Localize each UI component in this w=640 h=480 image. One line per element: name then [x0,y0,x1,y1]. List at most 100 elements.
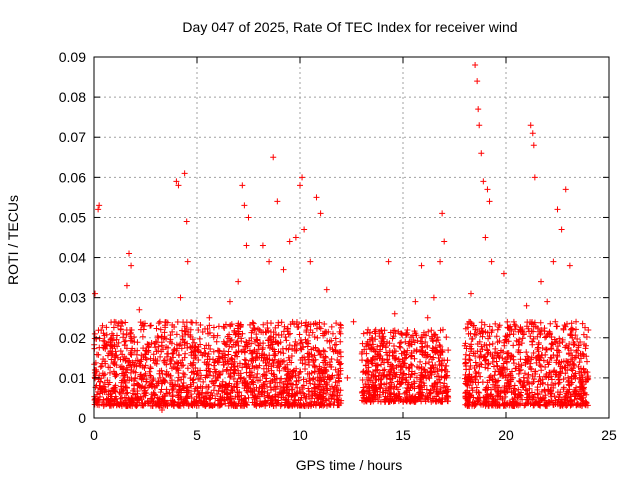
data-point [167,332,174,339]
data-point [213,368,220,375]
data-point [270,154,277,161]
data-point [260,365,267,372]
data-point [306,377,313,384]
data-point [110,332,117,339]
data-point [267,320,274,327]
data-point [286,357,293,364]
data-point [222,381,229,388]
data-point [201,345,208,352]
data-point [228,344,235,351]
data-point [215,359,222,366]
data-point [321,357,328,364]
data-point [254,370,261,377]
data-point [103,324,110,331]
data-point [530,142,537,149]
data-point [114,354,121,361]
data-point [439,210,446,217]
data-point [374,343,381,350]
data-point [275,319,282,326]
data-point [190,359,197,366]
data-point [235,400,242,407]
data-point [91,330,98,337]
data-point [260,357,267,364]
data-point [327,391,334,398]
data-point [221,324,228,331]
data-point [245,394,252,401]
data-point [136,360,143,367]
data-point [275,399,282,406]
data-point [510,342,517,349]
data-point [529,130,536,137]
data-point [138,352,145,359]
data-point [262,372,269,379]
data-point [303,319,310,326]
data-point [101,384,108,391]
data-point [568,366,575,373]
data-point [121,401,128,408]
data-point [195,402,202,409]
data-point [235,328,242,335]
data-point [210,387,217,394]
data-point [266,258,273,265]
data-point [124,385,131,392]
data-point [280,328,287,335]
data-point [434,368,441,375]
data-point [389,374,396,381]
data-point [117,390,124,397]
data-point [296,331,303,338]
data-point [118,363,125,370]
data-point [199,385,206,392]
data-point [197,322,204,329]
data-point [234,353,241,360]
y-tick-label: 0.04 [59,250,86,266]
data-point [266,352,273,359]
data-point [278,319,285,326]
data-point [297,182,303,189]
data-point [277,375,284,382]
data-point [544,298,551,305]
data-point [333,393,340,400]
data-point [435,355,442,362]
data-point [106,379,113,386]
data-point [493,333,500,340]
data-point [273,338,280,345]
data-point [227,373,234,380]
data-point [244,343,251,350]
data-point [312,356,319,363]
data-point [308,351,315,358]
data-point [441,394,448,401]
data-point [437,327,444,334]
data-point [432,368,439,375]
data-point [276,367,283,374]
data-point [301,354,308,361]
data-point [386,340,393,347]
data-point [285,331,292,338]
data-point [181,170,188,177]
data-point [118,394,125,401]
data-point [128,395,135,402]
data-point [153,382,160,389]
data-point [297,397,304,404]
data-point [134,339,141,346]
data-point [157,353,164,360]
data-point [323,368,330,375]
data-point [137,326,144,333]
data-point [332,379,339,386]
data-point [199,328,206,335]
data-point [123,345,130,352]
data-point [525,371,532,378]
data-point [476,122,483,129]
data-point [210,348,217,355]
data-point [305,385,312,392]
data-point [146,368,153,375]
data-point [122,384,129,391]
data-point [300,343,307,350]
data-point [232,331,239,338]
data-point [175,360,182,367]
data-point [332,335,339,342]
data-point [138,371,145,378]
data-point [520,374,527,381]
data-point [433,387,440,394]
data-point [189,402,196,409]
data-point [427,390,434,397]
